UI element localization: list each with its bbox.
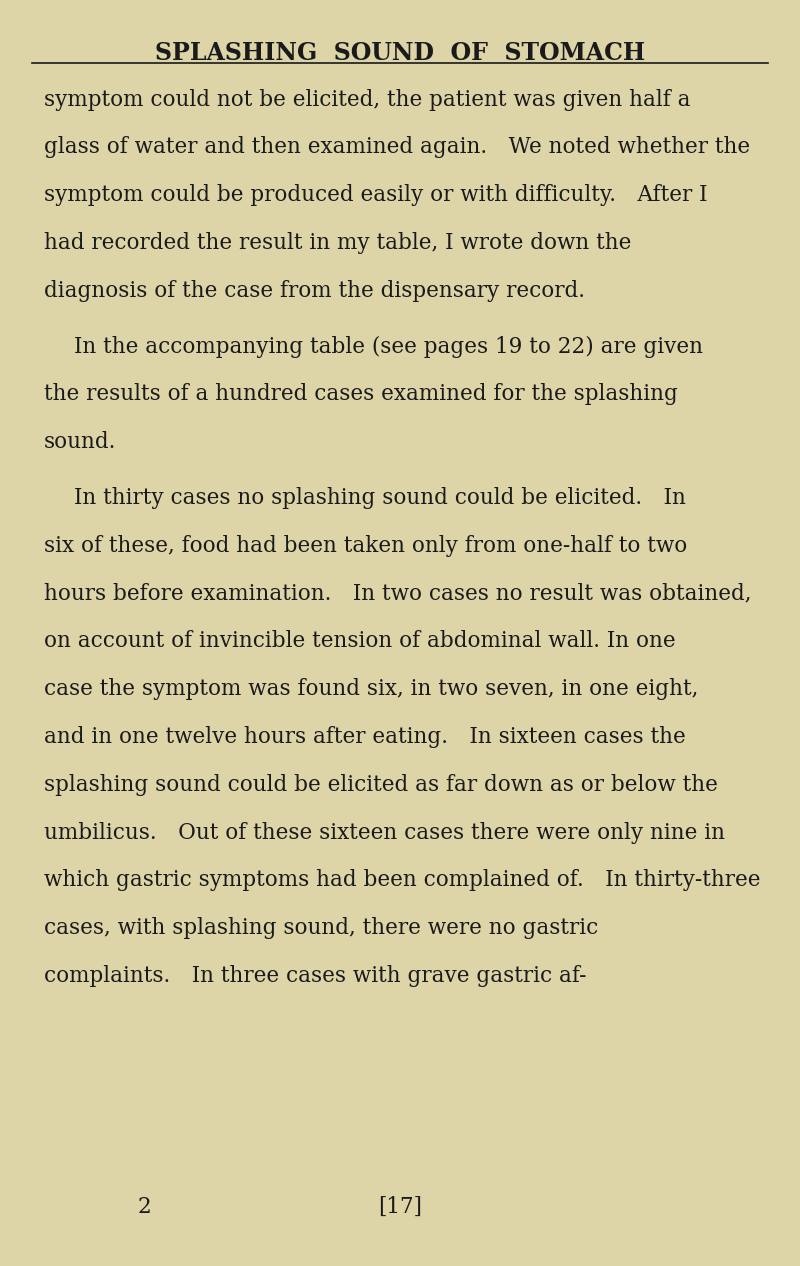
Text: case the symptom was found six, in two seven, in one eight,: case the symptom was found six, in two s… xyxy=(44,679,698,700)
Text: symptom could not be elicited, the patient was given half a: symptom could not be elicited, the patie… xyxy=(44,89,690,110)
Text: umbilicus. Out of these sixteen cases there were only nine in: umbilicus. Out of these sixteen cases th… xyxy=(44,822,725,843)
Text: and in one twelve hours after eating. In sixteen cases the: and in one twelve hours after eating. In… xyxy=(44,725,686,748)
Text: had recorded the result in my table, I wrote down the: had recorded the result in my table, I w… xyxy=(44,232,631,254)
Text: on account of invincible tension of abdominal wall. In one: on account of invincible tension of abdo… xyxy=(44,630,676,652)
Text: symptom could be produced easily or with difficulty. After I: symptom could be produced easily or with… xyxy=(44,185,707,206)
Text: In the accompanying table (see pages 19 to 22) are given: In the accompanying table (see pages 19 … xyxy=(74,335,703,357)
Text: the results of a hundred cases examined for the splashing: the results of a hundred cases examined … xyxy=(44,384,678,405)
Text: hours before examination. In two cases no result was obtained,: hours before examination. In two cases n… xyxy=(44,582,751,604)
Text: In thirty cases no splashing sound could be elicited. In: In thirty cases no splashing sound could… xyxy=(74,486,686,509)
Text: cases, with splashing sound, there were no gastric: cases, with splashing sound, there were … xyxy=(44,918,598,939)
Text: splashing sound could be elicited as far down as or below the: splashing sound could be elicited as far… xyxy=(44,774,718,796)
Text: glass of water and then examined again. We noted whether the: glass of water and then examined again. … xyxy=(44,137,750,158)
Text: six of these, food had been taken only from one-half to two: six of these, food had been taken only f… xyxy=(44,534,687,557)
Text: 2: 2 xyxy=(137,1196,151,1218)
Text: sound.: sound. xyxy=(44,432,116,453)
Text: [17]: [17] xyxy=(378,1196,422,1218)
Text: SPLASHING  SOUND  OF  STOMACH: SPLASHING SOUND OF STOMACH xyxy=(155,41,645,65)
Text: diagnosis of the case from the dispensary record.: diagnosis of the case from the dispensar… xyxy=(44,280,585,303)
Text: complaints. In three cases with grave gastric af-: complaints. In three cases with grave ga… xyxy=(44,965,586,987)
Text: which gastric symptoms had been complained of. In thirty-three: which gastric symptoms had been complain… xyxy=(44,870,761,891)
